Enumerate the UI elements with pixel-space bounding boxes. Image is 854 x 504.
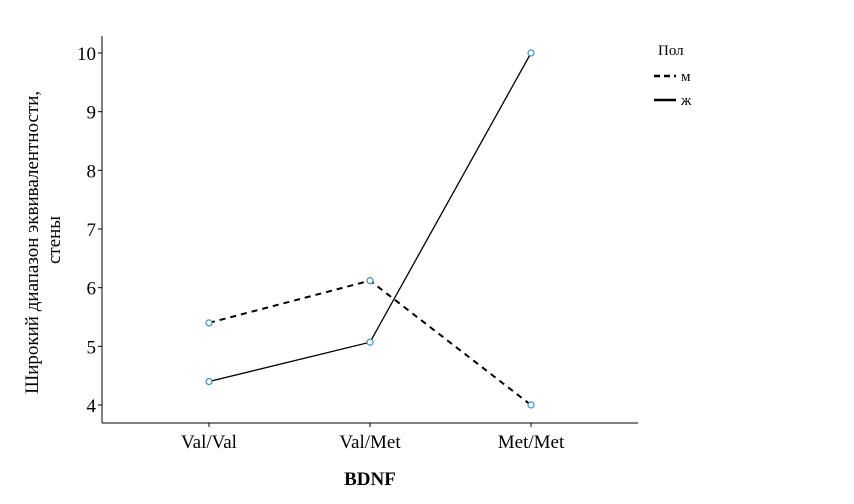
legend-title: Пол [658,43,684,59]
data-point [366,338,374,346]
data-point [527,49,535,57]
y-tick-label: 4 [87,396,97,417]
data-point [366,277,374,285]
data-point [527,401,535,409]
data-point [205,319,213,327]
y-axis-title-line-2: стены [44,216,65,264]
x-tick-label: Val/Met [339,432,401,453]
data-point [205,377,213,386]
y-tick-label: 5 [87,337,97,358]
x-tick-label: Val/Val [181,432,237,453]
x-axis-title: BDNF [344,469,396,490]
y-ticks: 4 5 6 7 8 9 10 [77,44,102,417]
y-tick-label: 9 [87,103,97,124]
y-tick-label: 8 [87,161,97,182]
y-tick-label: 6 [87,279,97,300]
y-axis-title-line-1: Широкий диапазон эквивалентности, [22,91,43,394]
legend: Пол м ж [654,43,692,109]
legend-label-m: м [681,69,691,85]
y-tick-label: 7 [87,220,97,241]
x-tick-label: Met/Met [498,432,565,453]
axes [101,36,638,424]
y-tick-label: 10 [77,44,96,65]
x-ticks: Val/Val Val/Met Met/Met [181,423,565,453]
legend-label-zh: ж [680,93,692,109]
series-layer [205,49,535,409]
y-axis-title: Широкий диапазон эквивалентности, стены [22,86,65,394]
series-line-zh [208,52,532,383]
